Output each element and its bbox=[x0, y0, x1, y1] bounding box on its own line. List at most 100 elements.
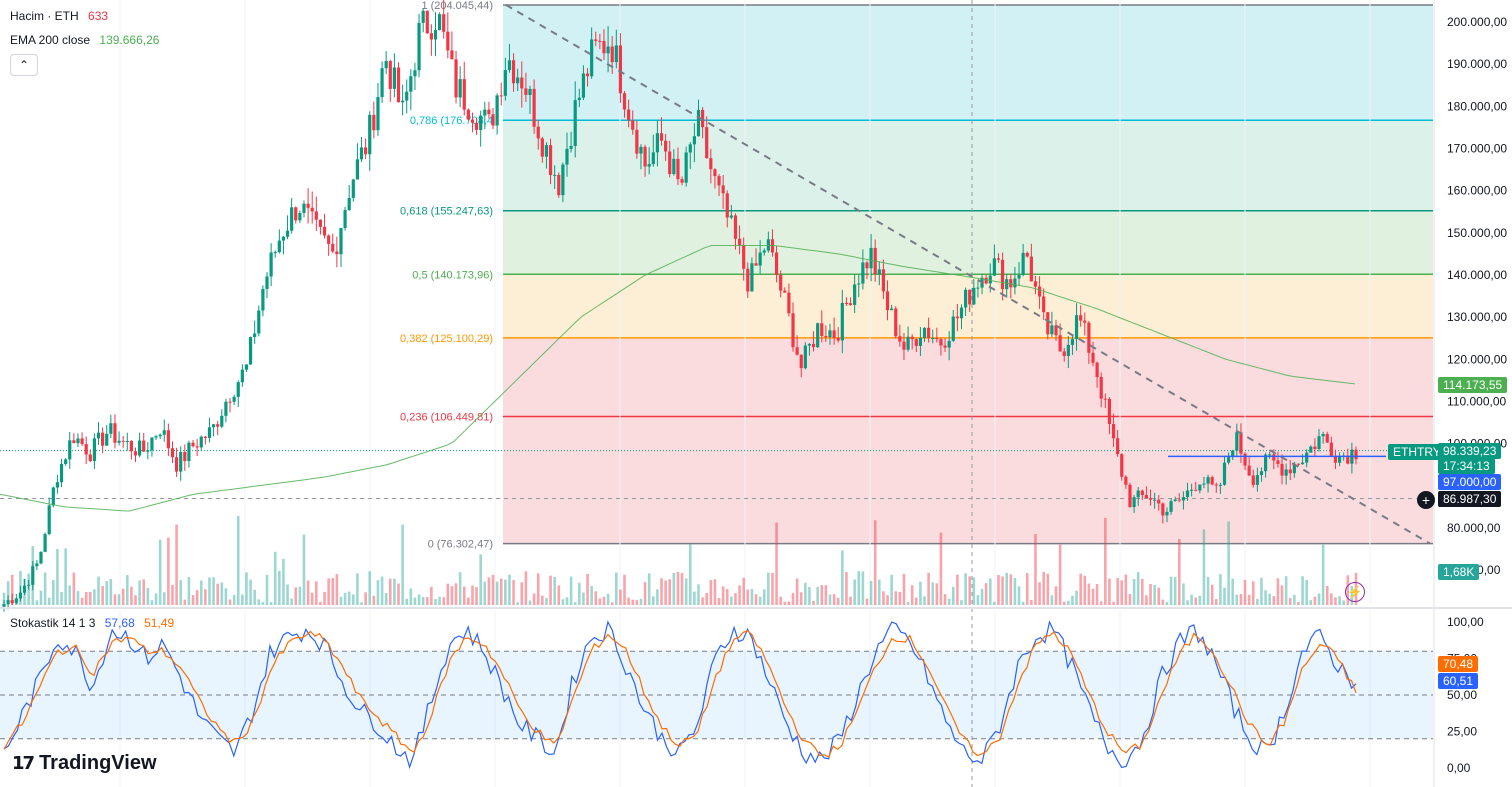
volume-bar bbox=[573, 602, 577, 605]
candle-body bbox=[150, 437, 154, 451]
volume-bar bbox=[1317, 593, 1321, 605]
volume-bar bbox=[368, 571, 372, 605]
volume-bar bbox=[598, 598, 602, 605]
volume-bar bbox=[960, 600, 963, 605]
candle-body bbox=[754, 263, 758, 266]
candle-body bbox=[372, 114, 376, 131]
candle-body bbox=[647, 164, 651, 167]
volume-bar bbox=[393, 578, 396, 605]
volume-bar bbox=[1001, 576, 1004, 605]
volume-bar bbox=[68, 585, 72, 605]
candle-body bbox=[154, 436, 158, 438]
candle-body bbox=[466, 109, 470, 120]
candle-body bbox=[709, 158, 713, 170]
candle-body bbox=[594, 39, 598, 41]
volume-bar bbox=[1235, 594, 1239, 605]
candle-body bbox=[1194, 489, 1198, 491]
tradingview-brand[interactable]: 𝟭𝟳 TradingView bbox=[12, 752, 157, 775]
candle-body bbox=[170, 448, 175, 458]
candle-body bbox=[750, 263, 754, 292]
collapse-legend-button[interactable]: ⌃ bbox=[10, 54, 38, 76]
volume-bar bbox=[775, 522, 778, 605]
candle-body bbox=[121, 440, 125, 442]
candle-body bbox=[1227, 457, 1231, 463]
candle-body bbox=[355, 159, 360, 180]
volume-bar bbox=[738, 585, 741, 605]
symbol-tag[interactable]: ETHTRY bbox=[1388, 444, 1446, 460]
volume-bar bbox=[964, 573, 967, 605]
volume-bar bbox=[758, 596, 762, 605]
candle-body bbox=[536, 126, 540, 139]
candle-body bbox=[409, 76, 413, 92]
candle-body bbox=[1153, 499, 1157, 501]
volume-bar bbox=[754, 594, 758, 605]
volume-bar bbox=[1054, 586, 1058, 605]
candle-body bbox=[64, 459, 68, 464]
volume-bar bbox=[1075, 590, 1078, 605]
volume-bar bbox=[80, 597, 84, 605]
volume-bar bbox=[619, 589, 622, 605]
candle-body bbox=[364, 147, 368, 155]
volume-bar bbox=[199, 580, 203, 605]
candle-body bbox=[540, 138, 544, 157]
volume-bar bbox=[594, 591, 598, 605]
candle-body bbox=[836, 338, 840, 341]
candle-body bbox=[429, 33, 433, 40]
candle-body bbox=[577, 97, 581, 101]
volume-bar bbox=[228, 599, 232, 605]
candle-body bbox=[816, 323, 820, 348]
volume-bar bbox=[795, 578, 799, 605]
lightning-icon[interactable]: ⚡ bbox=[1345, 582, 1365, 602]
candle-body bbox=[248, 337, 253, 365]
candle-body bbox=[557, 174, 561, 196]
volume-bar bbox=[315, 581, 318, 605]
candle-body bbox=[285, 230, 290, 237]
candle-body bbox=[191, 442, 195, 447]
volume-bar bbox=[836, 597, 840, 605]
volume-legend-label: Hacim · ETH bbox=[10, 9, 79, 23]
candle-body bbox=[1140, 490, 1144, 496]
fib-label: 0,236 (106.449,81) bbox=[400, 411, 493, 423]
fib-band bbox=[503, 4, 1433, 121]
volume-bar bbox=[1141, 578, 1144, 605]
volume-bar bbox=[1173, 577, 1177, 605]
volume-bar bbox=[302, 534, 306, 605]
volume-bar bbox=[1321, 544, 1325, 605]
candle-body bbox=[1132, 497, 1136, 508]
volume-bar bbox=[339, 596, 343, 605]
candle-body bbox=[117, 440, 121, 443]
volume-bar bbox=[253, 589, 256, 605]
volume-bar bbox=[676, 571, 680, 605]
candle-body bbox=[890, 308, 894, 311]
volume-bar bbox=[886, 595, 889, 605]
fib-band bbox=[503, 337, 1433, 417]
candle-body bbox=[1120, 454, 1124, 477]
candle-body bbox=[2, 604, 6, 607]
candle-body bbox=[314, 211, 318, 220]
candle-body bbox=[392, 67, 396, 89]
volume-bar bbox=[1104, 517, 1107, 605]
candle-body bbox=[581, 73, 586, 98]
candle-body bbox=[832, 330, 836, 339]
candle-body bbox=[1116, 438, 1120, 455]
candle-body bbox=[359, 147, 364, 160]
candle-body bbox=[1231, 450, 1235, 458]
candle-body bbox=[774, 252, 779, 275]
candle-body bbox=[281, 236, 286, 241]
volume-bar bbox=[327, 578, 330, 605]
volume-bar bbox=[602, 596, 606, 605]
add-alert-icon[interactable]: + bbox=[1417, 491, 1435, 509]
candle-body bbox=[1210, 477, 1214, 485]
volume-bar bbox=[1338, 596, 1341, 605]
volume-bar bbox=[849, 596, 852, 605]
volume-bar bbox=[347, 591, 351, 605]
candle-body bbox=[1305, 452, 1309, 463]
candle-body bbox=[705, 127, 709, 159]
volume-bar bbox=[1071, 595, 1074, 605]
candle-body bbox=[988, 275, 992, 284]
volume-bar bbox=[125, 575, 129, 605]
volume-bar bbox=[43, 572, 47, 605]
volume-bar bbox=[278, 570, 281, 605]
volume-bar bbox=[113, 594, 117, 605]
